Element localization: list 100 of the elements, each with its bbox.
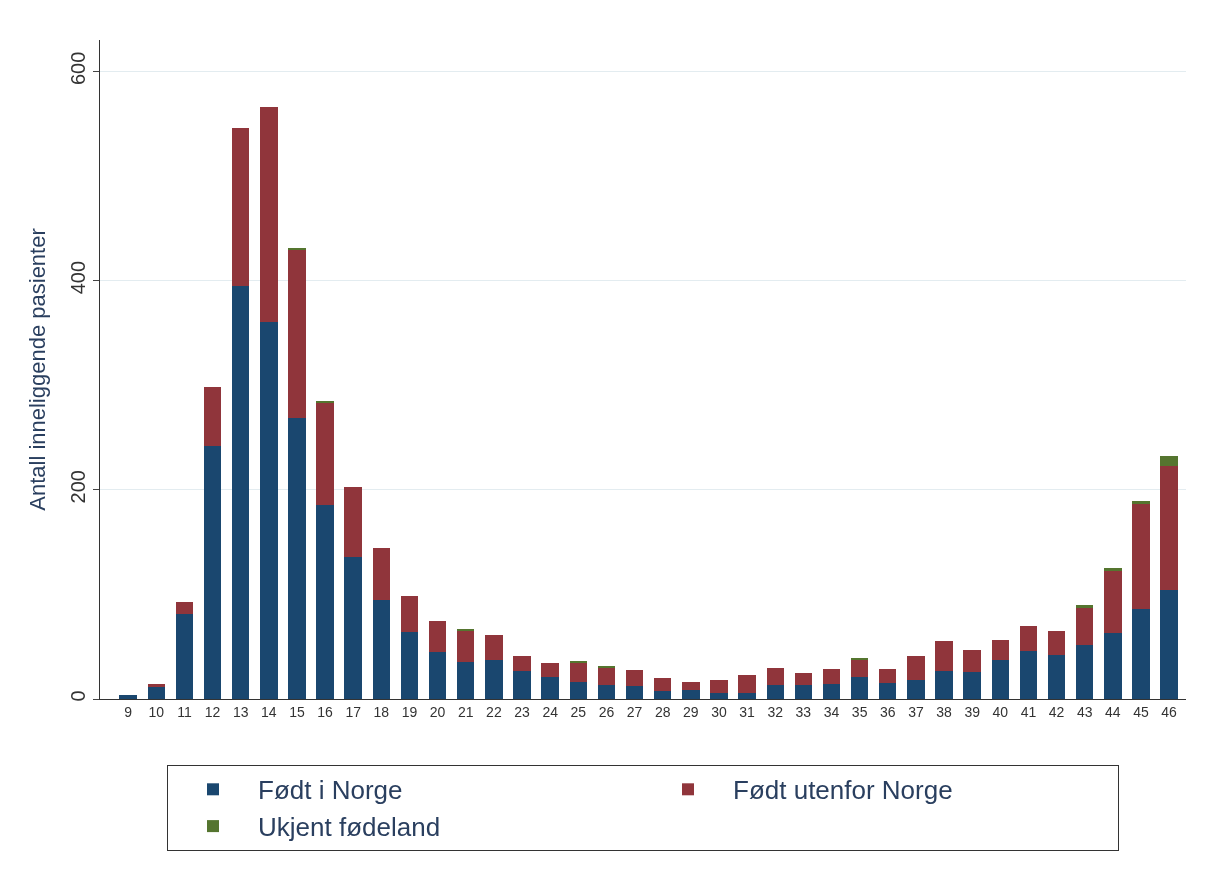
bar	[850, 660, 869, 678]
bar	[991, 640, 1010, 661]
bar	[400, 596, 419, 633]
bar	[569, 663, 588, 683]
x-tick-label: 16	[317, 703, 334, 720]
x-tick-label: 46	[1161, 703, 1178, 720]
bar	[457, 628, 475, 632]
y-tick-label: 200	[67, 470, 89, 504]
bar	[175, 601, 194, 615]
bar	[288, 250, 306, 418]
bar	[1104, 568, 1122, 572]
bar	[513, 670, 531, 699]
bar	[288, 417, 306, 699]
x-tick-label: 32	[767, 703, 784, 720]
bar	[597, 665, 616, 668]
y-tick-label: 600	[67, 51, 89, 86]
x-tick-label: 20	[429, 703, 446, 720]
x-tick-label: 34	[823, 703, 840, 720]
x-tick-label: 12	[204, 703, 221, 720]
bar	[1132, 501, 1150, 505]
x-tick-label: 13	[232, 703, 249, 720]
x-tick-label: 22	[486, 703, 502, 720]
bar	[513, 656, 531, 671]
bar	[428, 620, 447, 652]
legend-label: Født i Norge	[258, 775, 403, 806]
x-tick-label: 17	[345, 703, 362, 720]
bar	[1160, 590, 1178, 699]
bar	[963, 671, 981, 699]
bar	[794, 685, 813, 699]
bar	[119, 694, 137, 699]
bar	[879, 683, 897, 699]
bar	[344, 556, 362, 699]
x-tick-label: 31	[739, 703, 756, 720]
x-tick-label: 45	[1133, 703, 1149, 720]
bar	[569, 661, 588, 664]
x-tick-label: 29	[683, 703, 699, 720]
bar	[766, 685, 784, 699]
bar	[794, 672, 813, 686]
bar	[457, 662, 475, 699]
x-tick-label: 24	[542, 703, 559, 720]
bar	[372, 599, 391, 699]
bar	[485, 660, 503, 699]
bar	[822, 668, 841, 685]
bar	[738, 692, 756, 699]
bar	[682, 682, 700, 690]
x-tick-label: 44	[1105, 703, 1121, 720]
x-tick-label: 23	[514, 703, 531, 720]
bar	[850, 658, 869, 661]
bar	[625, 686, 644, 699]
x-tick-label: 43	[1076, 703, 1093, 720]
x-tick-label: 26	[598, 703, 615, 720]
x-tick-label: 37	[908, 703, 924, 720]
bar	[147, 687, 165, 699]
bar	[907, 656, 925, 681]
bar	[935, 670, 953, 699]
bar	[1104, 571, 1122, 634]
bar	[1047, 655, 1066, 699]
bar	[907, 680, 925, 699]
bar	[541, 663, 559, 678]
x-tick-label: 15	[289, 703, 305, 720]
legend-label: Født utenfor Norge	[733, 775, 953, 806]
bar	[991, 660, 1010, 699]
x-tick-label: 42	[1048, 703, 1065, 720]
x-tick-label: 27	[626, 703, 643, 720]
x-tick-label: 25	[570, 703, 587, 720]
bar	[260, 106, 278, 323]
bar	[203, 387, 222, 446]
bar	[288, 248, 306, 251]
x-tick-label: 18	[373, 703, 390, 720]
bar	[1160, 456, 1178, 466]
bar	[963, 649, 981, 672]
bar	[1075, 608, 1094, 645]
bar	[1104, 633, 1122, 699]
bar	[1132, 609, 1150, 699]
y-tick-label: 400	[67, 260, 89, 295]
bar	[457, 631, 475, 663]
bar	[1019, 625, 1038, 651]
bar	[372, 548, 391, 600]
bar	[175, 614, 194, 699]
bar	[879, 668, 897, 684]
bar	[1019, 650, 1038, 699]
bar	[400, 632, 419, 699]
bar	[485, 635, 503, 661]
x-tick-label: 35	[851, 703, 868, 720]
bar	[1047, 631, 1066, 656]
bar	[147, 684, 165, 688]
bar	[316, 402, 334, 506]
bar	[935, 641, 953, 671]
x-tick-label: 9	[124, 703, 133, 720]
legend-label: Ukjent fødeland	[258, 812, 441, 843]
bar	[597, 685, 616, 699]
x-tick-label: 30	[711, 703, 727, 720]
bar	[344, 486, 362, 557]
x-tick-label: 19	[401, 703, 418, 720]
x-tick-label: 10	[148, 703, 165, 720]
bar	[231, 127, 250, 286]
x-tick-label: 33	[795, 703, 812, 720]
x-tick-label: 39	[964, 703, 981, 720]
bar	[822, 684, 841, 699]
bar	[710, 680, 728, 693]
